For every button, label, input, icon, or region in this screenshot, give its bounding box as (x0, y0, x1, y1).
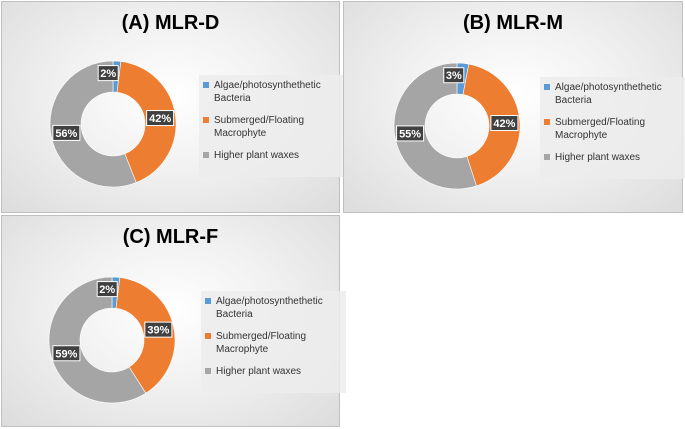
donut-chart-mlr-m: 3% 42% 55% (393, 62, 521, 190)
chart-title: (B) MLR-M (463, 12, 563, 34)
legend-label-algae: Algae/photosynthethetic Bacteria (555, 82, 662, 106)
legend-swatch-algae (203, 82, 209, 88)
legend-item-higher-plant: Higher plant waxes (544, 151, 683, 164)
legend-label-algae: Algae/photosynthethetic Bacteria (216, 296, 323, 320)
data-label-text: 56% (55, 128, 77, 140)
chart-panel-mlr-f: (C) MLR-F 2% 39% 59% Algae/photosynthethet… (1, 215, 346, 427)
legend-label-algae: Algae/photosynthethetic Bacteria (214, 80, 321, 104)
data-label-text: 42% (149, 113, 171, 125)
data-label-text: 39% (147, 325, 169, 337)
legend-swatch-algae (544, 84, 550, 90)
legend-item-submerged: Submerged/Floating Macrophyte (205, 330, 344, 356)
segment-higher-plant (48, 276, 147, 404)
chart-title: (C) MLR-F (122, 226, 219, 248)
legend-item-higher-plant: Higher plant waxes (205, 365, 344, 378)
legend-item-algae: Algae/photosynthethetic Bacteria (544, 81, 683, 107)
segment-higher-plant (393, 62, 477, 190)
chart-legend: Algae/photosynthethetic Bacteria Submerg… (540, 77, 685, 179)
legend-label-submerged: Submerged/Floating Macrophyte (216, 331, 307, 355)
data-label-box (52, 345, 81, 362)
data-label-box (490, 115, 519, 132)
data-label-higher: 56% (52, 124, 81, 141)
chart-legend: Algae/photosynthethetic Bacteria Submerg… (199, 75, 344, 177)
data-label-text: 2% (100, 68, 116, 80)
legend-swatch-higher-plant (205, 368, 211, 374)
legend-item-submerged: Submerged/Floating Macrophyte (203, 114, 342, 140)
data-label-box (146, 110, 175, 127)
data-label-box (96, 281, 118, 298)
legend-item-submerged: Submerged/Floating Macrophyte (544, 116, 683, 142)
donut-chart-mlr-f: 2% 39% 59% (48, 276, 176, 404)
data-label-text: 55% (399, 128, 421, 140)
data-label-algae: 2% (97, 65, 119, 82)
data-label-box (144, 321, 173, 338)
legend-swatch-submerged (544, 119, 550, 125)
data-label-text: 59% (55, 348, 77, 360)
data-label-box (443, 67, 465, 84)
data-label-higher: 55% (396, 125, 425, 142)
chart-panel-mlr-m: (B) MLR-M 3% 42% 55% Algae/photosynthethet… (343, 1, 685, 213)
data-label-text: 2% (99, 284, 115, 296)
data-label-submerged: 42% (490, 115, 519, 132)
legend-item-higher-plant: Higher plant waxes (203, 149, 342, 162)
data-label-submerged: 42% (146, 110, 175, 127)
legend-item-algae: Algae/photosynthethetic Bacteria (203, 79, 342, 105)
data-label-box (396, 125, 425, 142)
data-label-text: 42% (493, 118, 515, 130)
legend-swatch-algae (205, 298, 211, 304)
data-label-box (97, 65, 119, 82)
legend-swatch-higher-plant (544, 154, 550, 160)
legend-label-submerged: Submerged/Floating Macrophyte (214, 115, 305, 139)
data-label-submerged: 39% (144, 321, 173, 338)
data-label-box (52, 124, 81, 141)
data-label-algae: 3% (443, 67, 465, 84)
legend-swatch-submerged (203, 117, 209, 123)
legend-swatch-submerged (205, 333, 211, 339)
chart-legend: Algae/photosynthethetic Bacteria Submerg… (201, 291, 346, 393)
legend-label-higher-plant: Higher plant waxes (216, 366, 302, 377)
data-label-higher: 59% (52, 345, 81, 362)
legend-label-higher-plant: Higher plant waxes (555, 152, 641, 163)
legend-swatch-higher-plant (203, 152, 209, 158)
chart-title: (A) MLR-D (121, 12, 220, 34)
data-label-algae: 2% (96, 281, 118, 298)
segment-higher-plant (49, 60, 137, 188)
donut-chart-mlr-d: 2% 42% 56% (49, 60, 177, 188)
data-label-text: 3% (446, 70, 462, 82)
legend-label-submerged: Submerged/Floating Macrophyte (555, 117, 646, 141)
legend-item-algae: Algae/photosynthethetic Bacteria (205, 295, 344, 321)
legend-label-higher-plant: Higher plant waxes (214, 150, 300, 161)
chart-panel-mlr-d: (A) MLR-D 2% 42% 56% Algae/photosynthethet… (1, 1, 344, 213)
